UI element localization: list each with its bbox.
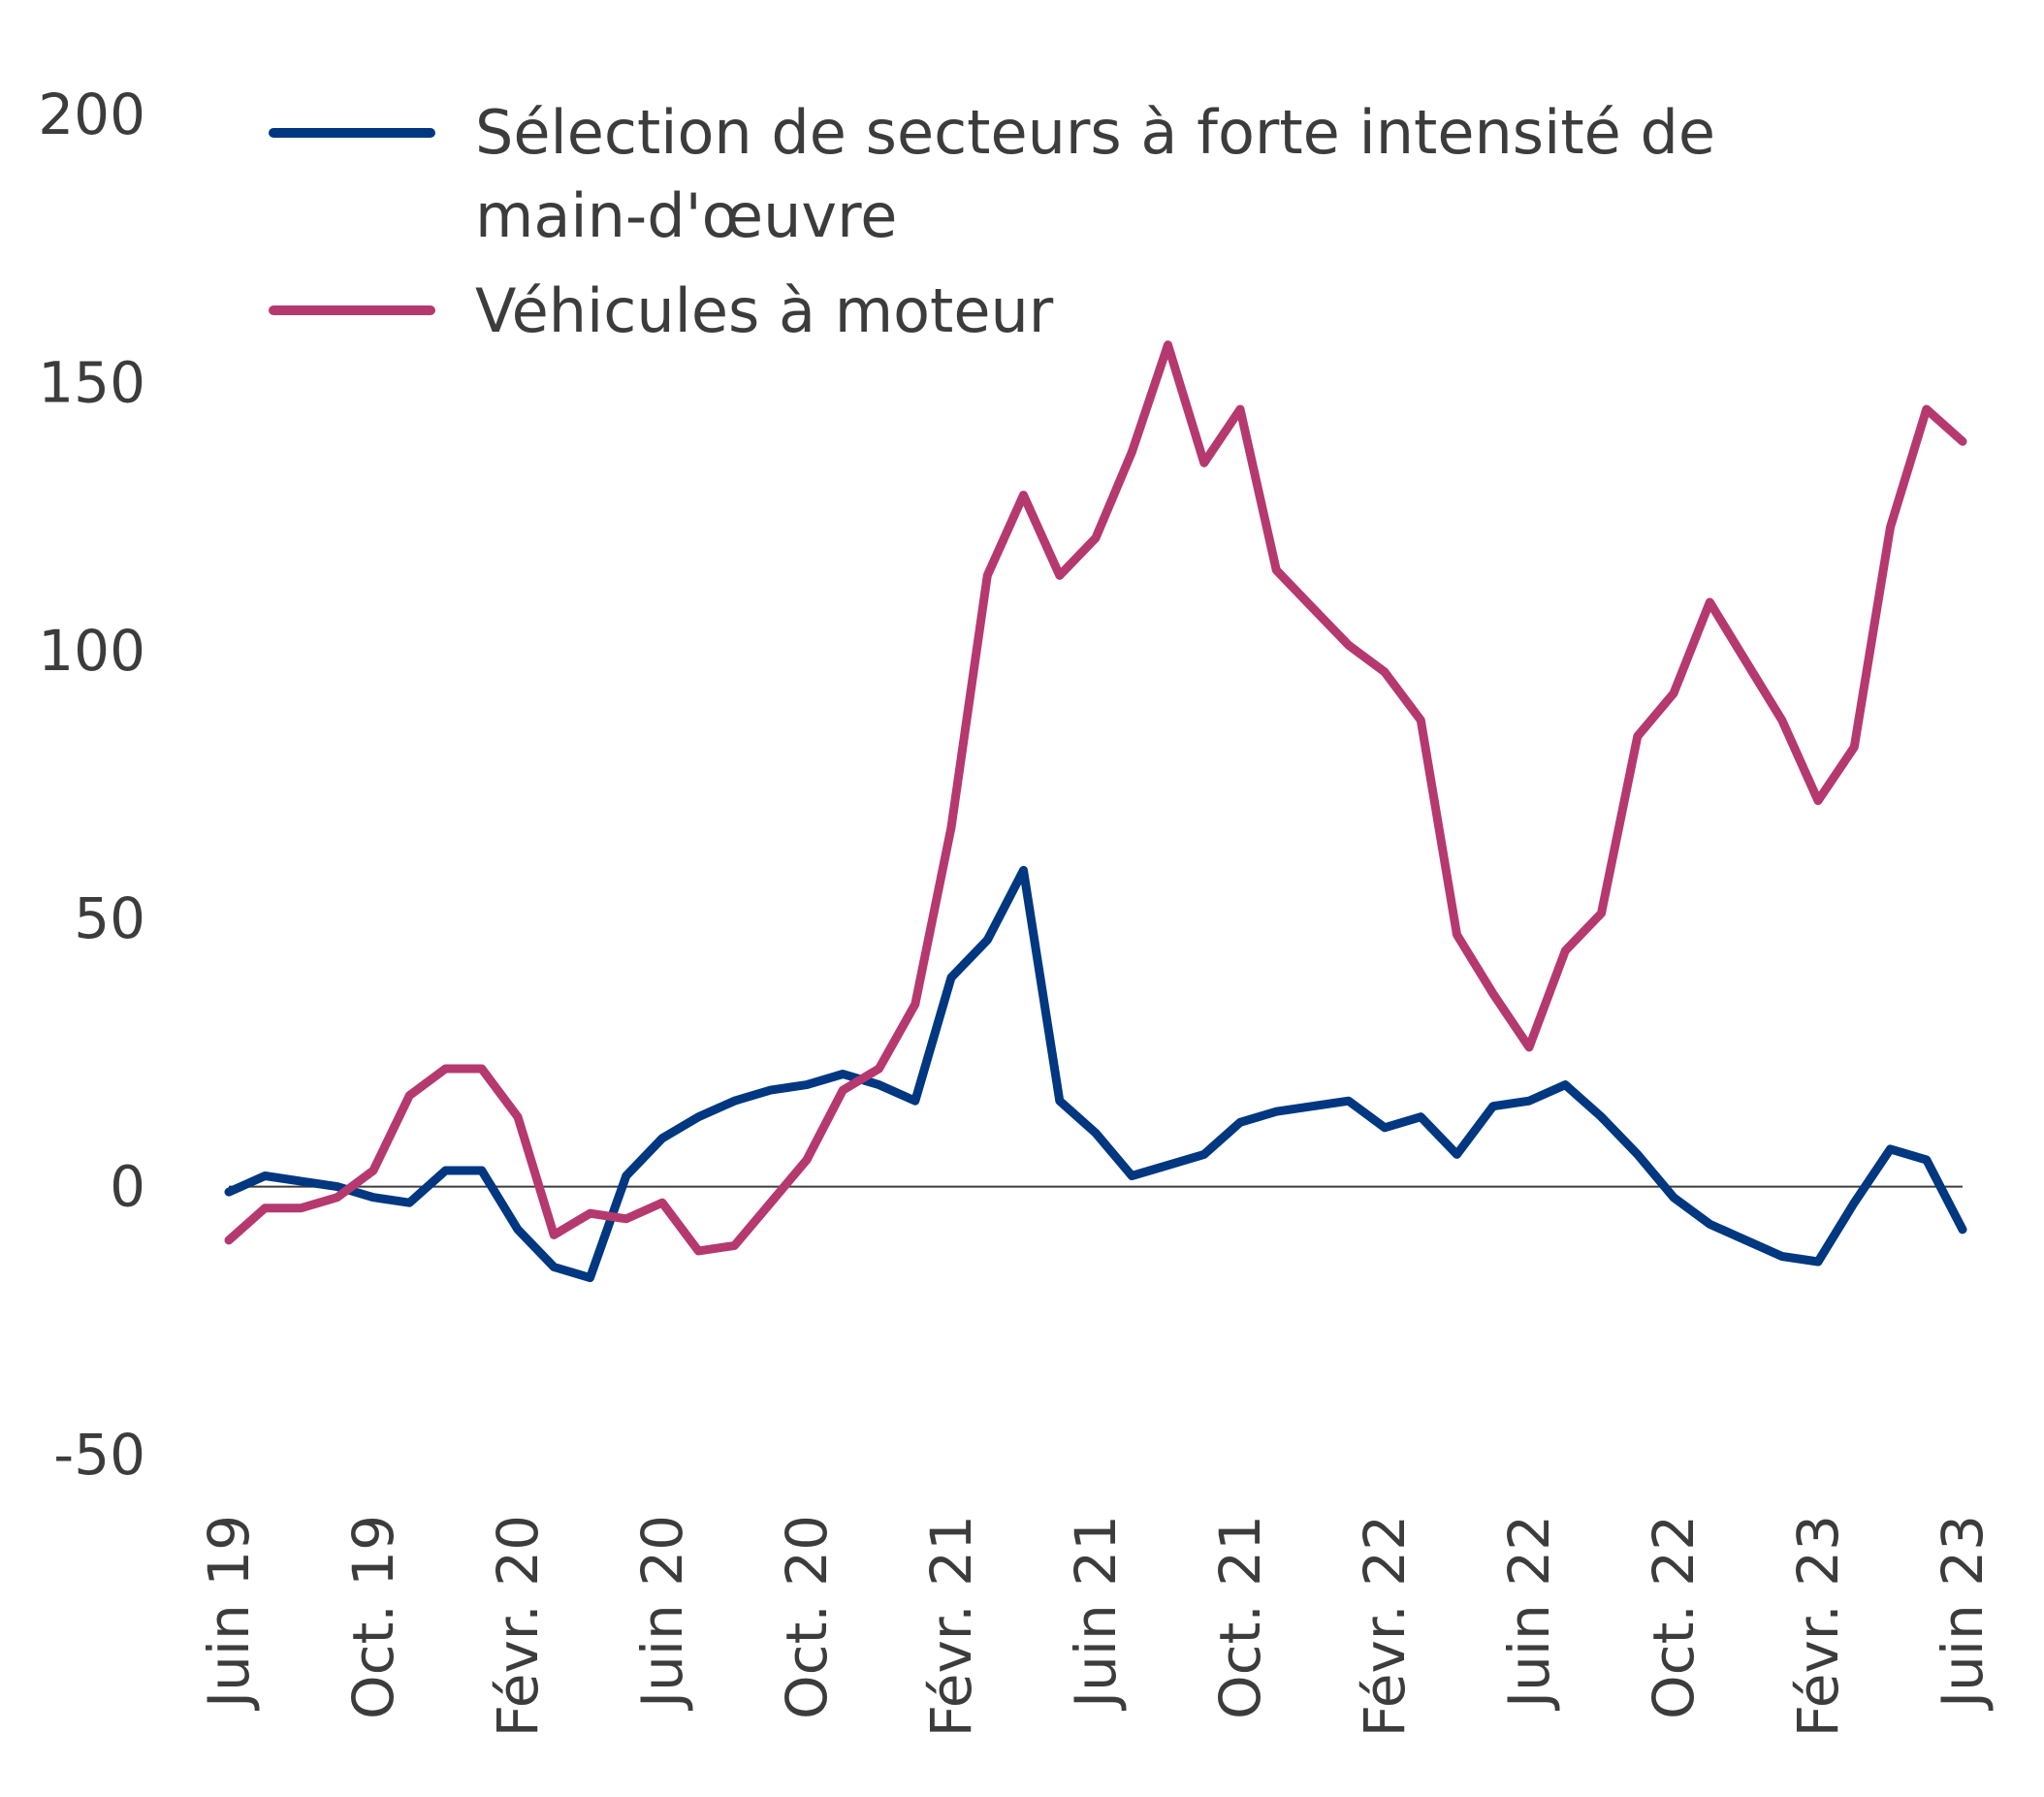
x-tick-label: Févr. 21 <box>918 1515 984 1737</box>
y-tick-label: 150 <box>38 349 145 415</box>
x-tick-label: Oct. 21 <box>1207 1515 1273 1719</box>
legend: Sélection de secteurs à forte intensité … <box>269 97 1735 346</box>
y-tick-label: 0 <box>110 1154 145 1220</box>
x-axis: Juin 19 Oct. 19 Févr. 20 Juin 20 Oct. 20 Févr… <box>196 1515 1996 1737</box>
x-tick-label: Févr. 22 <box>1352 1515 1418 1737</box>
series-line-motor-vehicles <box>224 340 1967 1256</box>
y-axis: 200 150 100 50 0 -50 <box>38 81 145 1488</box>
legend-label-labour-line1: Sélection de secteurs à forte intensité … <box>475 97 1715 168</box>
series-line-labour-intensive <box>224 865 1967 1283</box>
x-tick-label: Juin 23 <box>1930 1515 1996 1711</box>
y-tick-label: 50 <box>74 885 145 951</box>
x-tick-label: Juin 21 <box>1063 1515 1129 1711</box>
legend-label-vehicles: Véhicules à moteur <box>475 275 1054 346</box>
x-tick-label: Juin 20 <box>629 1515 695 1711</box>
x-tick-label: Juin 22 <box>1496 1515 1562 1711</box>
y-tick-label: 100 <box>38 618 145 684</box>
legend-label-labour: Sélection de secteurs à forte intensité … <box>475 97 1735 251</box>
x-tick-label: Oct. 20 <box>774 1515 840 1719</box>
x-tick-label: Juin 19 <box>196 1515 262 1711</box>
series-layer <box>224 340 1967 1283</box>
y-tick-label: 200 <box>38 81 145 147</box>
x-tick-label: Févr. 23 <box>1785 1515 1851 1737</box>
y-tick-label: -50 <box>53 1422 145 1488</box>
x-tick-label: Févr. 20 <box>485 1515 551 1737</box>
x-tick-label: Oct. 22 <box>1641 1515 1707 1719</box>
legend-label-labour-line2: main-d'œuvre <box>475 180 897 251</box>
x-tick-label: Oct. 19 <box>340 1515 406 1719</box>
